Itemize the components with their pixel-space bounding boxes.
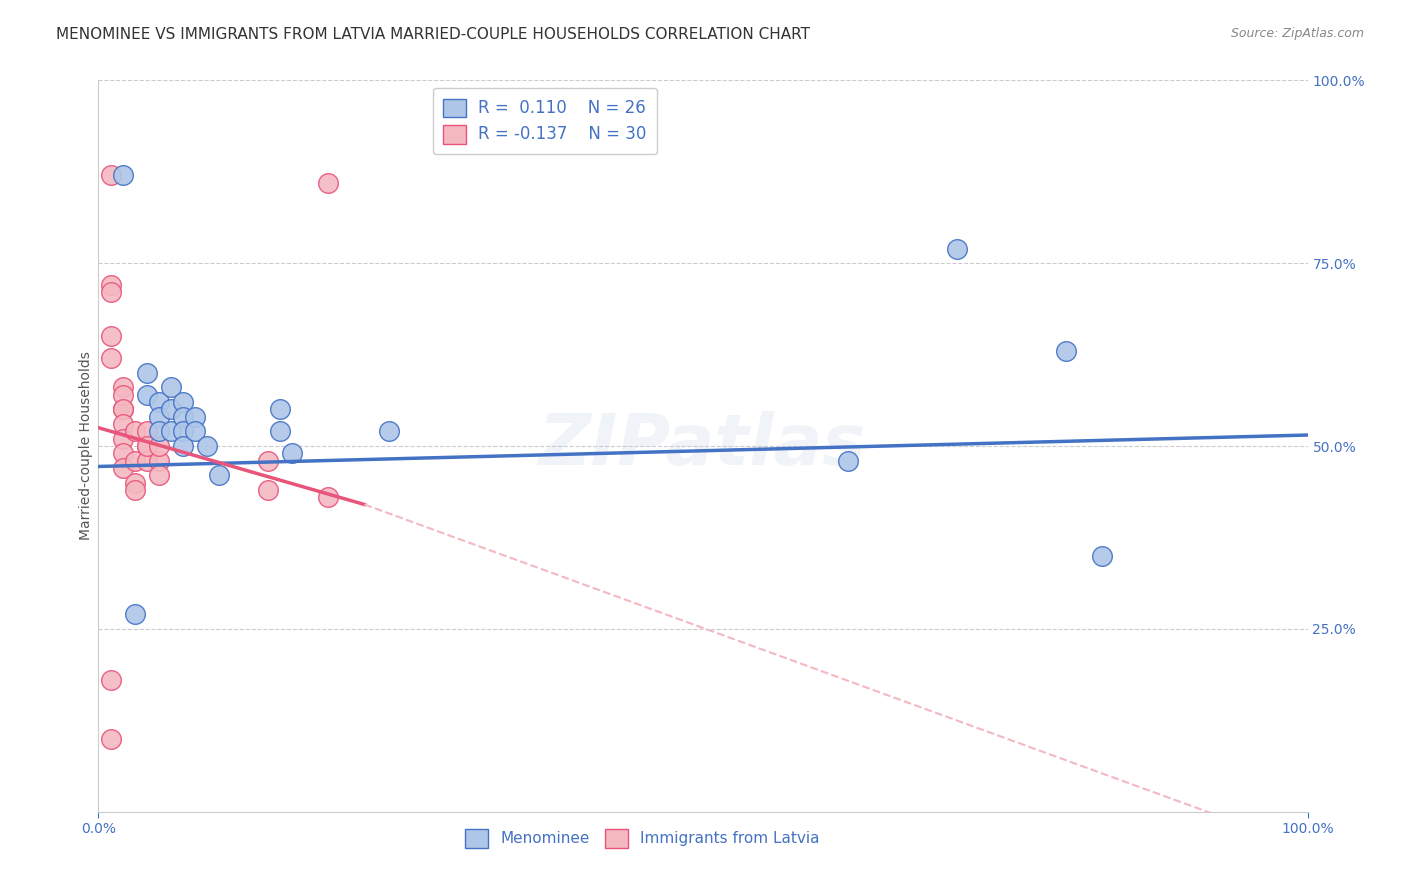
Point	[111, 417, 134, 431]
Point	[184, 409, 207, 424]
Legend: Menominee, Immigrants from Latvia: Menominee, Immigrants from Latvia	[458, 822, 827, 855]
Point	[148, 468, 170, 483]
Point	[135, 388, 157, 402]
Point	[135, 453, 157, 467]
Point	[111, 380, 134, 394]
Point	[100, 278, 122, 293]
Point	[172, 425, 194, 439]
Point	[256, 483, 278, 497]
Point	[124, 425, 146, 439]
Point	[111, 388, 134, 402]
Point	[111, 432, 134, 446]
Point	[100, 351, 122, 366]
Point	[124, 453, 146, 467]
Point	[124, 607, 146, 622]
Point	[195, 439, 218, 453]
Text: ZIPatlas: ZIPatlas	[540, 411, 866, 481]
Point	[148, 395, 170, 409]
Point	[208, 468, 231, 483]
Point	[316, 176, 339, 190]
Point	[316, 490, 339, 504]
Point	[124, 475, 146, 490]
Point	[148, 453, 170, 467]
Point	[135, 439, 157, 453]
Point	[135, 366, 157, 380]
Point	[111, 461, 134, 475]
Text: MENOMINEE VS IMMIGRANTS FROM LATVIA MARRIED-COUPLE HOUSEHOLDS CORRELATION CHART: MENOMINEE VS IMMIGRANTS FROM LATVIA MARR…	[56, 27, 810, 42]
Point	[172, 395, 194, 409]
Text: Source: ZipAtlas.com: Source: ZipAtlas.com	[1230, 27, 1364, 40]
Point	[172, 409, 194, 424]
Point	[160, 380, 183, 394]
Point	[100, 329, 122, 343]
Point	[100, 169, 122, 183]
Point	[100, 673, 122, 687]
Point	[946, 242, 969, 256]
Point	[100, 285, 122, 300]
Point	[160, 425, 183, 439]
Point	[148, 439, 170, 453]
Point	[148, 425, 170, 439]
Point	[111, 402, 134, 417]
Point	[135, 425, 157, 439]
Point	[269, 425, 291, 439]
Point	[111, 446, 134, 460]
Point	[1091, 549, 1114, 563]
Point	[111, 169, 134, 183]
Point	[377, 425, 399, 439]
Point	[837, 453, 859, 467]
Point	[281, 446, 304, 460]
Point	[124, 483, 146, 497]
Y-axis label: Married-couple Households: Married-couple Households	[79, 351, 93, 541]
Point	[160, 402, 183, 417]
Point	[1054, 343, 1077, 358]
Point	[256, 453, 278, 467]
Point	[135, 439, 157, 453]
Point	[172, 439, 194, 453]
Point	[269, 402, 291, 417]
Point	[148, 409, 170, 424]
Point	[184, 425, 207, 439]
Point	[100, 731, 122, 746]
Point	[111, 402, 134, 417]
